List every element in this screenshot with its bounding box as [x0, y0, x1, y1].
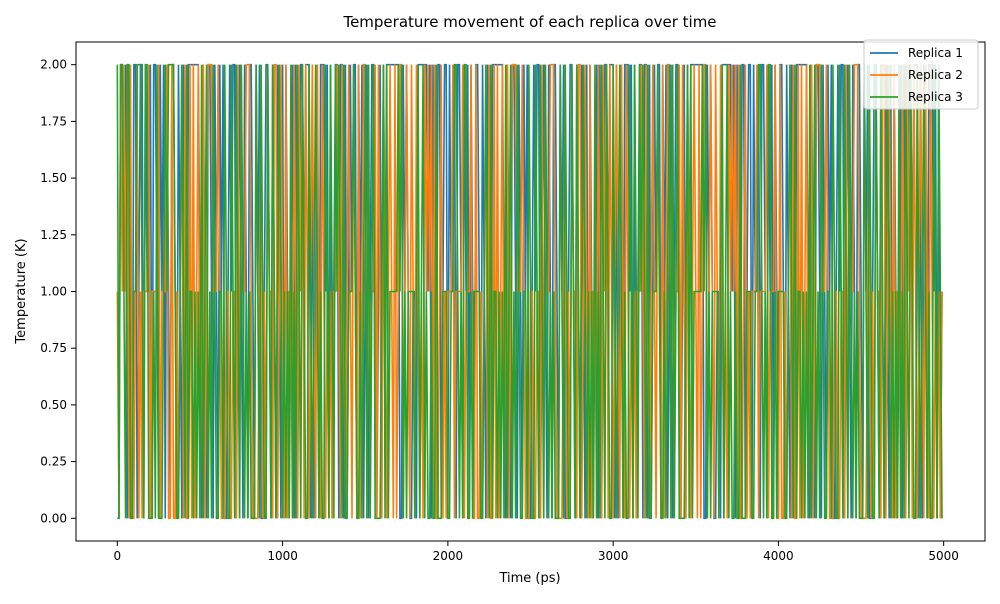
x-tick-label: 2000	[433, 549, 464, 563]
y-tick-label: 0.50	[40, 398, 67, 412]
legend-box	[863, 39, 979, 110]
y-tick-label: 0.00	[40, 511, 67, 525]
series-layer	[116, 63, 943, 520]
y-tick-label: 0.25	[40, 455, 67, 469]
y-tick-label: 1.75	[40, 114, 67, 128]
legend-label-2: Replica 2	[908, 68, 963, 82]
legend-label-1: Replica 1	[908, 46, 963, 60]
y-tick-label: 1.00	[40, 285, 67, 299]
series-line-3	[116, 63, 943, 520]
y-tick-label: 2.00	[40, 58, 67, 72]
y-tick-label: 0.75	[40, 341, 67, 355]
plot-frame	[75, 41, 986, 542]
x-tick-label: 0	[113, 549, 121, 563]
legend: Replica 1 Replica 2 Replica 3	[863, 39, 979, 110]
y-axis: 0.00 0.25 0.50 0.75 1.00 1.25 1.50 1.75 2.00	[40, 58, 76, 525]
y-axis-label: Temperature (K)	[14, 238, 29, 344]
x-tick-label: 4000	[763, 549, 794, 563]
chart-title: Temperature movement of each replica ove…	[342, 13, 716, 31]
y-tick-label: 1.50	[40, 171, 67, 185]
legend-label-3: Replica 3	[908, 90, 963, 104]
x-axis: 0 1000 2000 3000 4000 5000	[113, 541, 959, 563]
y-tick-label: 1.25	[40, 228, 67, 242]
x-tick-label: 1000	[267, 549, 298, 563]
x-tick-label: 5000	[928, 549, 959, 563]
x-axis-label: Time (ps)	[498, 571, 560, 586]
x-tick-label: 3000	[598, 549, 629, 563]
